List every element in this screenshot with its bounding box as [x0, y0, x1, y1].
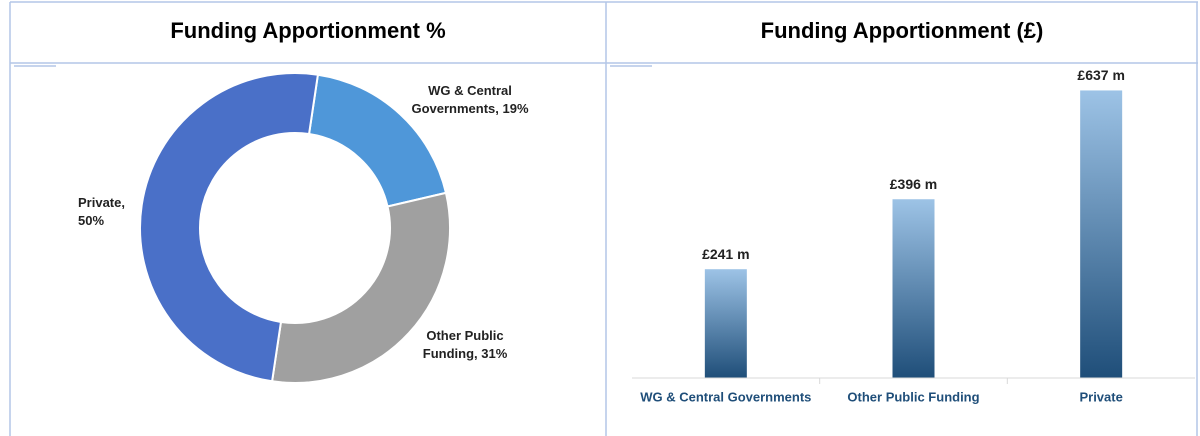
data-label: £241 m: [702, 246, 749, 262]
x-tick-label: WG & Central Governments: [640, 389, 811, 404]
bar: [892, 199, 935, 378]
chart-title: Funding Apportionment %: [170, 18, 445, 43]
chart-title: Funding Apportionment (£): [761, 18, 1044, 43]
data-label: £637 m: [1077, 67, 1124, 83]
bar: [1080, 90, 1123, 378]
donut-segment: [139, 72, 320, 383]
data-label: Other Public Funding, 31%: [422, 328, 508, 361]
x-tick-label: Private: [1079, 389, 1122, 404]
bar: [704, 269, 747, 378]
x-tick-label: Other Public Funding: [847, 389, 979, 404]
data-label: Private, 50%: [78, 195, 125, 228]
donut-segment: [270, 191, 451, 384]
data-label: WG & Central Governments, 19%: [411, 83, 529, 116]
data-label: £396 m: [890, 176, 937, 192]
